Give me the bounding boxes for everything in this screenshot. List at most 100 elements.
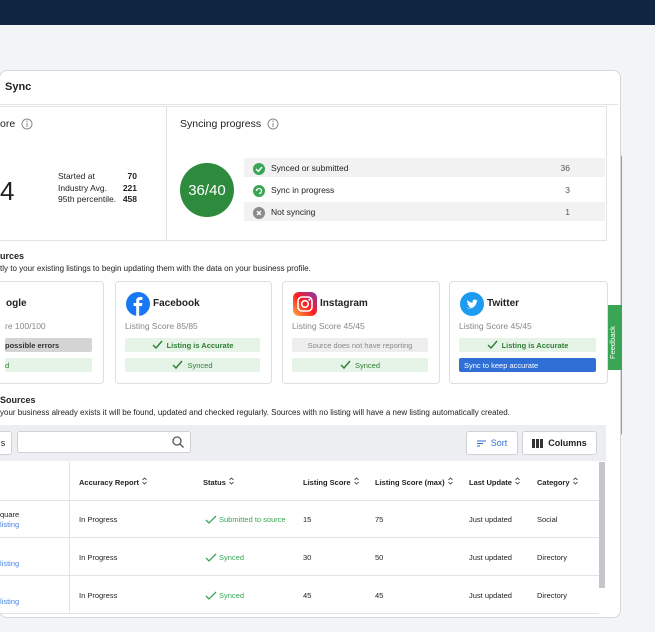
column-header[interactable]: Category [537,477,578,487]
sort-arrows [447,477,453,487]
check-icon [340,360,351,371]
column-header[interactable]: Status [203,477,234,487]
sync-bar: Synced [292,358,428,372]
status-cell: Submitted to source [205,515,286,524]
status-bar: Listing is Accurate [125,338,260,352]
cell-text: Synced [219,553,245,562]
listing-link[interactable]: listing [0,597,20,606]
status-icon [253,162,265,180]
table-row [0,576,599,614]
column-label: Listing Score [303,477,351,487]
table-cell: In Progress [79,515,117,524]
check-svg [205,591,217,600]
table-cell: Directory [537,553,567,562]
check-icon [205,591,217,600]
info-icon [267,118,279,130]
status-icon-svg [253,184,265,197]
status-icon-svg [253,162,265,175]
source-name: Instagram [320,298,368,309]
column-label: Status [203,477,226,487]
score-title: ore [0,118,16,130]
progress-circle: 36/40 [180,163,234,217]
source-score: re 100/100 [5,321,46,331]
columns-icon [532,438,544,448]
progress-count: 3 [565,184,570,195]
source-logo [460,292,484,321]
source-logo-svg [126,292,150,316]
column-header[interactable]: Last Update [469,477,520,487]
sync-bar: Synced [125,358,260,372]
check-svg [205,515,217,524]
sort-arrows [229,477,234,487]
source-name: Facebook [153,298,200,309]
progress-count: 36 [560,162,570,173]
check-icon [152,340,163,351]
column-label: Category [537,477,570,487]
table-row [0,500,599,538]
button-label: s [0,438,6,448]
cell-text: Directory [537,553,568,562]
sort-arrows-svg [515,477,520,485]
check-icon-svg [152,340,163,349]
column-label: Last Update [469,477,512,487]
status-bar: possible errors [5,338,92,352]
table-cell: 15 [303,515,311,524]
progress-label: Sync in progress [271,184,335,195]
sync-text: d [5,360,10,370]
listing-link[interactable]: listing [0,559,20,568]
source-score: Listing Score 85/85 [125,321,198,331]
cell-text: In Progress [79,553,118,562]
columns-button[interactable]: Columns [522,431,597,455]
column-header[interactable]: Listing Score (max) [375,477,453,487]
table-cell: 45 [303,591,311,600]
sync-text: Synced [187,360,213,370]
status-text: possible errors [5,340,60,350]
column-header[interactable]: Accuracy Report [79,477,147,487]
stat-label: 95th percentile. [58,194,117,204]
progress-row [244,202,605,221]
stat-label: Started at [58,171,95,181]
cell-text: In Progress [79,591,118,600]
table-cell: 75 [375,515,383,524]
sort-arrows [353,477,359,487]
table-cell: In Progress [79,553,117,562]
cell-text: Just updated [469,515,512,524]
status-bar: Source does not have reporting [292,338,428,352]
status-bar: Listing is Accurate [459,338,596,352]
status-cell: Synced [205,591,244,600]
column-header[interactable]: Listing Score [303,477,359,487]
sync-bar: d [5,358,92,372]
source-logo [126,292,150,321]
source-score: Listing Score 45/45 [292,321,365,331]
sort-arrows [142,477,147,487]
section-title: Sources [0,395,36,405]
filter-button[interactable]: s [0,431,12,455]
status-cell: Synced [205,553,244,562]
cell-text: 45 [375,591,384,600]
sort-arrows-svg [447,477,453,485]
score-value: 4 [0,176,15,206]
cell-text: 50 [375,553,384,562]
source-name: Twitter [487,298,520,309]
search-input[interactable] [17,431,191,453]
source-logo-svg [460,292,484,316]
top-bar [0,0,655,25]
progress-ratio: 36/40 [188,181,226,199]
sort-button[interactable]: Sort [466,431,518,455]
sort-arrows-svg [142,477,147,485]
check-icon-svg [340,360,351,369]
cell-text: Just updated [469,591,512,600]
listing-link[interactable]: listing [0,520,20,529]
cell-text: Submitted to source [219,515,286,524]
progress-row [244,158,605,177]
table-scrollbar [599,462,605,588]
table-cell: 30 [303,553,311,562]
sort-arrows-svg [572,477,578,485]
stat-value: 70 [127,171,137,181]
status-text: Listing is Accurate [166,340,234,350]
sort-arrows-svg [229,477,234,485]
check-icon [487,340,498,351]
table-cell: Just updated [469,553,512,562]
column-label: Accuracy Report [79,477,140,487]
